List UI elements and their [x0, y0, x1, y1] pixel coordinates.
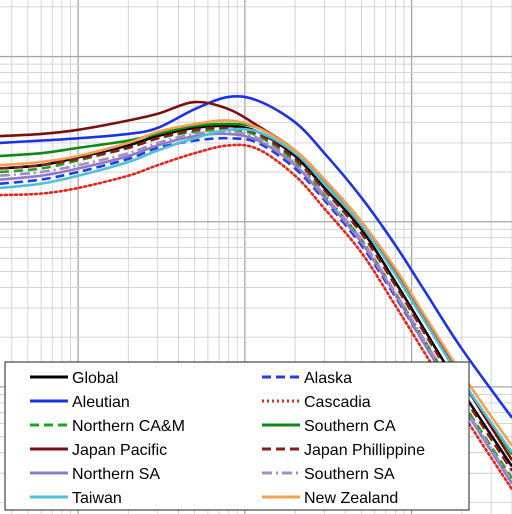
legend-label-northern-sa: Northern SA: [72, 466, 160, 483]
series-line-cascadia: [0, 143, 512, 491]
series-line-taiwan: [0, 127, 512, 454]
legend-label-new-zealand: New Zealand: [304, 490, 398, 507]
series-line-alaska: [0, 136, 512, 485]
chart-legend: Global Alaska Aleutian Cascadia Northern CA&…: [4, 361, 470, 511]
series-line-aleutian: [0, 95, 512, 419]
series-line-southern-sa: [0, 130, 512, 482]
legend-label-aleutian: Aleutian: [72, 394, 130, 411]
legend-label-cascadia: Cascadia: [304, 394, 371, 411]
legend-label-taiwan: Taiwan: [72, 490, 122, 507]
legend-label-southern-ca: Southern CA: [304, 418, 396, 435]
legend-label-global: Global: [72, 370, 118, 387]
series-line-northern-caandm: [0, 128, 512, 479]
legend-label-japan-pacific: Japan Pacific: [72, 442, 167, 459]
series-line-new-zealand: [0, 119, 512, 447]
series-line-japan-pacific: [0, 100, 512, 461]
series-line-northern-sa: [0, 132, 512, 485]
legend-label-northern-caandm: Northern CA&M: [72, 418, 185, 435]
chart-series: [0, 95, 512, 491]
legend-label-japan-phillippine: Japan Phillippine: [304, 442, 425, 459]
legend-label-southern-sa: Southern SA: [304, 466, 395, 483]
legend-label-alaska: Alaska: [304, 370, 352, 387]
legend-box: [4, 361, 470, 511]
series-line-japan-phillippine: [0, 126, 512, 472]
